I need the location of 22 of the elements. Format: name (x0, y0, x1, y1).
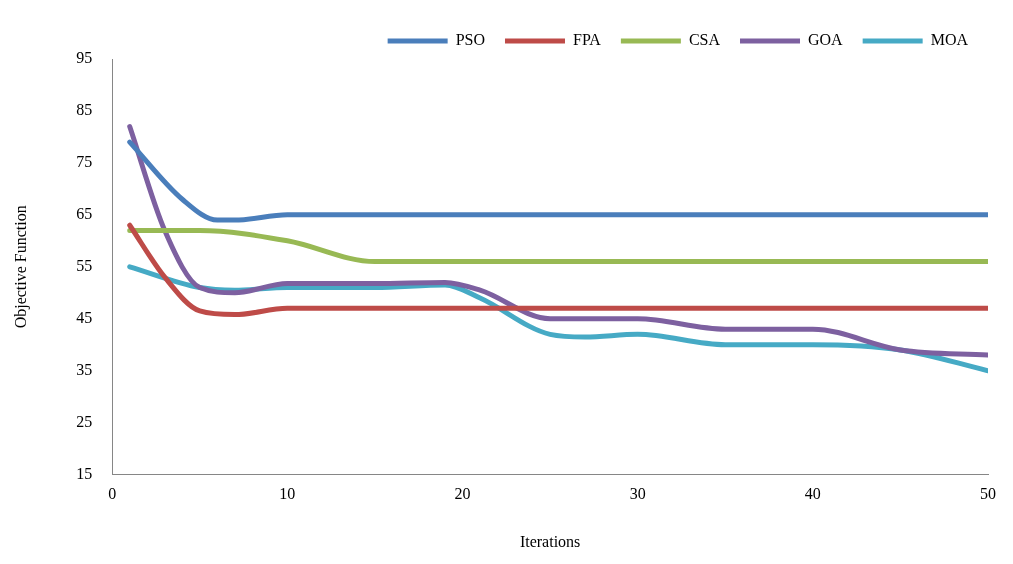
y-tick-label: 45 (76, 308, 93, 326)
legend-label: PSO (455, 31, 485, 49)
y-tick-label: 95 (76, 49, 93, 67)
y-tick-label: 55 (76, 257, 93, 274)
legend-label: CSA (688, 31, 721, 49)
y-tick-label: 25 (76, 412, 93, 430)
legend-label: MOA (930, 31, 969, 49)
legend-label: FPA (572, 31, 602, 49)
y-tick-label: 35 (76, 360, 93, 378)
y-tick-label: 65 (76, 205, 93, 223)
legend-label: GOA (808, 31, 844, 49)
x-tick-label: 40 (804, 485, 821, 503)
y-tick-label: 75 (76, 153, 93, 171)
y-tick-label: 15 (76, 464, 93, 482)
x-tick-label: 0 (108, 485, 117, 503)
x-tick-label: 30 (629, 485, 646, 503)
x-axis-title: Iterations (519, 532, 581, 550)
x-tick-label: 50 (980, 485, 996, 503)
y-axis-title: Objective Function (11, 205, 30, 329)
x-tick-label: 10 (279, 485, 296, 503)
y-tick-label: 85 (76, 101, 93, 119)
x-tick-label: 20 (454, 485, 471, 503)
